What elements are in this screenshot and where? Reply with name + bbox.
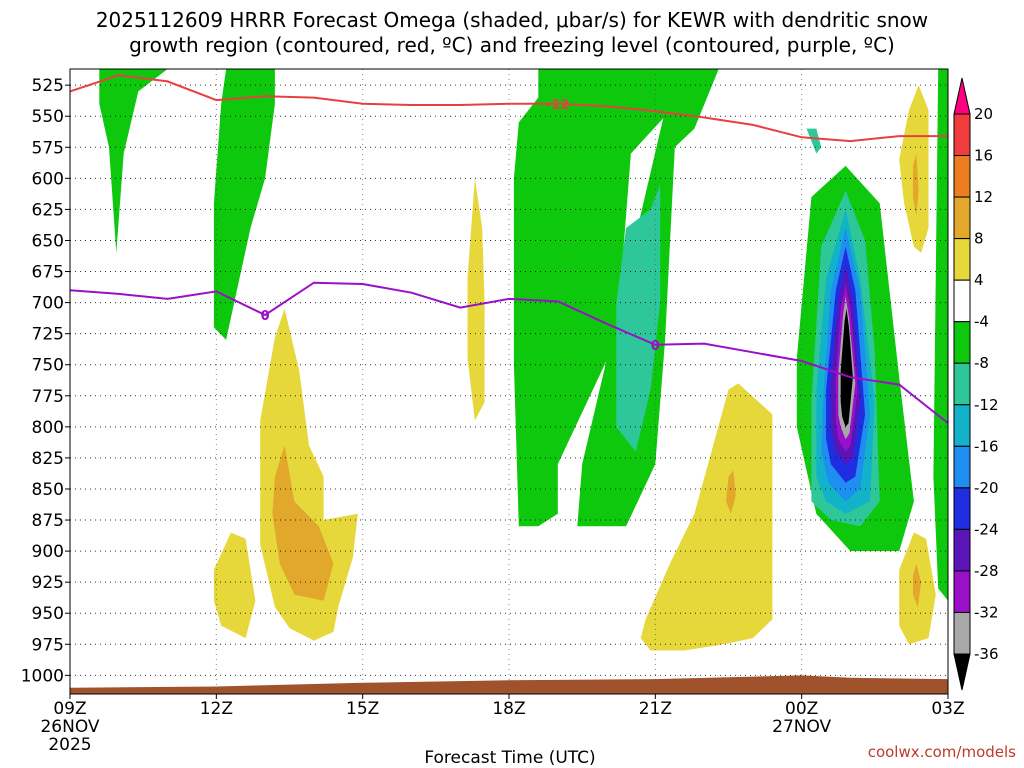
y-tick-label-550: 550 xyxy=(32,107,64,127)
y-tick-label-800: 800 xyxy=(32,418,64,438)
colorbar-label-neg8: -8 xyxy=(974,354,989,372)
x-tick-label-00Z: 00Z xyxy=(785,699,818,719)
y-tick-label-850: 850 xyxy=(32,480,64,500)
x-tick-label-18Z: 18Z xyxy=(492,699,525,719)
y-tick-label-900: 900 xyxy=(32,542,64,562)
y-tick-label-525: 525 xyxy=(32,76,64,96)
omega-shade-8-22 xyxy=(272,445,334,601)
colorbar-box-3 xyxy=(953,196,971,240)
y-tick-label-950: 950 xyxy=(32,604,64,624)
omega-shade-neg4-2 xyxy=(513,69,685,527)
y-tick-label-700: 700 xyxy=(32,294,64,314)
colorbar-box-7 xyxy=(953,362,971,406)
y-tick-label-750: 750 xyxy=(32,356,64,376)
colorbar-label-4: 4 xyxy=(974,271,984,289)
colorbar-label-8: 8 xyxy=(974,230,984,248)
omega-shade-neg36-15 xyxy=(840,308,853,427)
x-tick-label-21Z: 21Z xyxy=(639,699,672,719)
colorbar-label-20: 20 xyxy=(974,105,993,123)
x-tick-label-03Z: 03Z xyxy=(931,699,964,719)
contour-label-neg12: -12 xyxy=(546,98,570,113)
colorbar-label-neg20: -20 xyxy=(974,479,999,497)
omega-shade-4-18 xyxy=(467,178,485,421)
colorbar-box-1 xyxy=(953,113,971,157)
plot-clip-group: -12 0 0 xyxy=(70,69,948,694)
y-tick-label-575: 575 xyxy=(32,138,64,158)
y-tick-label-825: 825 xyxy=(32,449,64,469)
colorbar-box-10 xyxy=(953,487,971,530)
x-tick-year-09Z: 2025 xyxy=(48,735,91,755)
x-tick-label-15Z: 15Z xyxy=(346,699,379,719)
y-tick-label-650: 650 xyxy=(32,231,64,251)
omega-shade-neg4-1 xyxy=(213,69,275,340)
colorbar-label-neg24: -24 xyxy=(974,520,999,538)
colorbar-label-neg16: -16 xyxy=(974,437,999,455)
y-tick-label-975: 975 xyxy=(32,635,64,655)
colorbar-box-9 xyxy=(953,445,971,489)
y-tick-label-925: 925 xyxy=(32,573,64,593)
colorbar-label-neg28: -28 xyxy=(974,562,999,580)
x-tick-date-09Z: 26NOV xyxy=(40,717,99,737)
chart-title-line2: growth region (contoured, red, ºC) and f… xyxy=(129,33,895,57)
colorbar-label-neg4: -4 xyxy=(974,313,989,331)
contour-line-freezing-0 xyxy=(70,281,948,424)
colorbar-box-12 xyxy=(953,570,971,613)
contour-label-zero-2: 0 xyxy=(651,339,660,354)
colorbar-box-8 xyxy=(953,404,971,447)
y-tick-label-775: 775 xyxy=(32,387,64,407)
colorbar-bottom-arrow xyxy=(953,653,971,691)
y-tick-label-675: 675 xyxy=(32,263,64,283)
site-credit: coolwx.com/models xyxy=(868,743,1016,761)
y-tick-label-600: 600 xyxy=(32,169,64,189)
colorbar-label-12: 12 xyxy=(974,188,993,206)
plot-area: -120052555057560062565067570072575077580… xyxy=(21,68,999,755)
omega-shade-4-16 xyxy=(213,532,256,639)
x-tick-label-12Z: 12Z xyxy=(200,699,233,719)
colorbar-label-neg12: -12 xyxy=(974,396,999,414)
colorbar-box-6 xyxy=(953,321,971,364)
omega-shade-neg8-6 xyxy=(616,184,661,452)
x-tick-date-00Z: 27NOV xyxy=(772,717,831,737)
x-axis-title: Forecast Time (UTC) xyxy=(424,748,595,768)
contour-line-dgz-neg12 xyxy=(70,74,948,143)
omega-shade-8-24 xyxy=(912,153,919,216)
omega-shade-8-23 xyxy=(726,470,736,514)
omega-shade-8-25 xyxy=(912,563,922,607)
omega-shade-4-19 xyxy=(640,383,773,651)
x-tick-label-09Z: 09Z xyxy=(53,699,86,719)
y-tick-label-1000: 1000 xyxy=(21,666,64,686)
colorbar-box-2 xyxy=(953,155,971,198)
chart-title-line1: 2025112609 HRRR Forecast Omega (shaded, … xyxy=(96,8,928,32)
colorbar-box-4 xyxy=(953,238,971,281)
contour-label-zero-1: 0 xyxy=(261,309,270,324)
colorbar-label-16: 16 xyxy=(974,147,993,165)
colorbar-box-11 xyxy=(953,528,971,572)
y-tick-label-875: 875 xyxy=(32,511,64,531)
omega-shade-neg8-7 xyxy=(806,128,822,154)
colorbar: 20 16 12 8 4 -4 -8 -12 -16 -20 -24 -28 -32 -36 xyxy=(953,77,999,691)
omega-shade-neg4-0 xyxy=(99,69,168,253)
y-tick-label-625: 625 xyxy=(32,200,64,220)
colorbar-label-neg32: -32 xyxy=(974,603,999,621)
omega-shade-neg4-5 xyxy=(933,69,948,601)
y-tick-label-725: 725 xyxy=(32,325,64,345)
colorbar-box-13 xyxy=(953,611,971,655)
colorbar-box-5 xyxy=(953,279,971,323)
colorbar-label-neg36: -36 xyxy=(974,645,999,663)
colorbar-top-arrow xyxy=(953,77,971,115)
